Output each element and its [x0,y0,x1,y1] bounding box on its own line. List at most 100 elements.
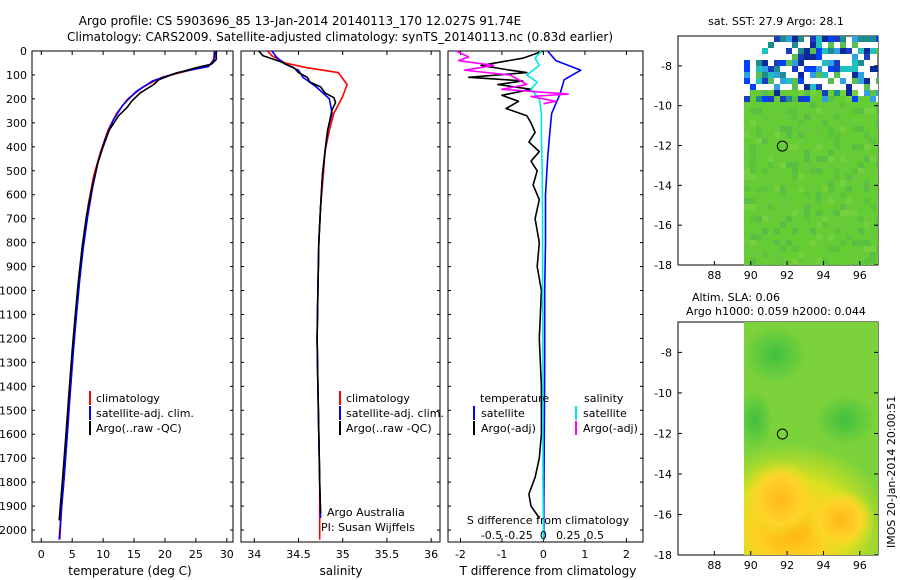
sst-cell [840,210,846,216]
sst-cell [804,192,810,198]
temperature-panel-frame [31,50,234,543]
sst-cell [864,246,870,252]
sst-cell [840,150,846,156]
sst-cell [834,114,840,120]
series-line-argo-raw-qc- [58,51,218,521]
sst-cell [828,210,834,216]
sst-cell [798,96,804,102]
sst-cell [786,162,792,168]
sst-cell [828,192,834,198]
sst-cell [822,90,828,96]
sst-cell [756,108,762,114]
sst-cell [828,150,834,156]
sla-green-patch [744,325,807,385]
sst-cell [798,84,804,90]
sst-cell [816,60,822,66]
x-tick-label: 15 [127,548,141,561]
sst-cell [858,90,864,96]
sst-cell [828,156,834,162]
sst-cell [798,90,804,96]
sst-cell [780,132,786,138]
x-tick-label: -2 [455,548,466,561]
sst-cell [876,216,878,222]
sst-cell [846,204,852,210]
sst-cell [828,186,834,192]
sla-yellow-patch [805,488,875,552]
sst-cell [774,72,780,78]
sst-cell [846,180,852,186]
sst-cell [750,108,756,114]
depth-tick-label: 1000 [0,285,27,298]
sst-cell [756,132,762,138]
sst-cell [834,144,840,150]
sst-cell [774,228,780,234]
sst-cell [804,210,810,216]
sst-cell [822,66,828,72]
sst-cell [768,204,774,210]
sst-cell [876,162,878,168]
sst-map-heatmap [744,36,878,265]
sst-cell [822,96,828,102]
legend-label-sal-satellite: satellite [583,407,627,420]
sst-cell [822,108,828,114]
legend-label-satellite: satellite-adj. clim. [346,407,444,420]
sst-cell [756,222,762,228]
sst-cell [780,126,786,132]
depth-tick-label: 1500 [0,404,27,417]
depth-tick-label: 1200 [0,332,27,345]
sst-cell [828,96,834,102]
sst-cell [768,198,774,204]
sst-cell [870,246,876,252]
sst-cell [780,168,786,174]
sst-cell [816,108,822,114]
sst-cell [870,168,876,174]
sst-cell [828,102,834,108]
x-tick-label: 30 [220,548,234,561]
sst-cell [876,204,878,210]
sst-cell [834,228,840,234]
sst-cell [786,78,792,84]
sst-cell [822,102,828,108]
sst-cell [774,132,780,138]
series-line-salinity-argo-adj- [455,50,570,105]
sla-map-title: Altim. SLA: 0.06 [692,291,780,304]
sst-cell [744,126,750,132]
sst-cell [792,78,798,84]
legend-label-climatology: climatology [96,392,160,405]
sst-cell [828,42,834,48]
sst-cell [786,198,792,204]
sst-cell [756,234,762,240]
sst-cell [762,234,768,240]
sst-cell [810,66,816,72]
legend-salinity-header: salinity [584,392,624,405]
sst-cell [810,90,816,96]
sst-cell [786,126,792,132]
sst-map-axes: 88 90 92 94 96 -8 -10 -12 -14 -16 -18 [654,60,878,282]
sst-cell [876,90,878,96]
sst-cell [750,216,756,222]
sst-cell [858,204,864,210]
depth-tick-label: 1400 [0,380,27,393]
map-y-tick-label: -16 [654,508,672,521]
sst-cell [798,102,804,108]
sst-cell [828,60,834,66]
sst-cell [744,60,750,66]
sst-cell [840,204,846,210]
sst-cell [750,162,756,168]
sst-cell [840,240,846,246]
sst-cell [828,72,834,78]
sst-cell [780,246,786,252]
sst-cell [792,96,798,102]
map-x-tick-label: 88 [707,269,721,282]
sst-cell [852,36,858,42]
x-tick-label: 0 [540,548,547,561]
sla-green-patch [815,394,875,446]
sst-cell [852,78,858,84]
sst-cell [858,258,864,264]
sst-cell [780,96,786,102]
sst-cell [864,240,870,246]
sst-cell [780,258,786,264]
sla-map-axes: 88 90 92 94 96 -8 -10 -12 -14 -16 -18 [654,346,878,572]
sst-cell [798,252,804,258]
sst-cell [798,228,804,234]
